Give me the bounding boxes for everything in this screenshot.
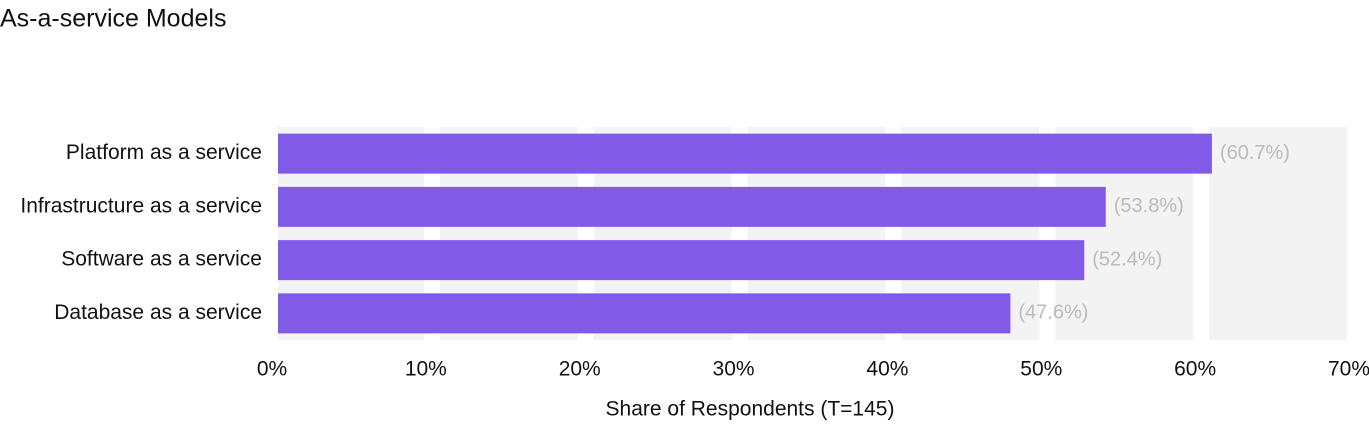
x-tick-label: 20%	[559, 358, 601, 381]
category-label: Platform as a service	[66, 141, 262, 164]
value-label: (52.4%)	[1092, 248, 1162, 270]
chart-title: As-a-service Models	[0, 5, 226, 33]
bar	[278, 293, 1011, 334]
x-tick-label: 60%	[1174, 358, 1216, 381]
value-label: (53.8%)	[1114, 195, 1184, 217]
x-tick-label: 40%	[866, 358, 908, 381]
bar	[278, 186, 1106, 227]
bar	[278, 133, 1212, 174]
category-label: Infrastructure as a service	[20, 194, 262, 217]
value-label: (60.7%)	[1220, 142, 1290, 164]
grid-band	[1209, 127, 1347, 340]
category-label: Database as a service	[54, 301, 262, 324]
value-label: (47.6%)	[1018, 302, 1088, 324]
bar	[278, 240, 1085, 281]
x-axis-title: Share of Respondents (T=145)	[606, 398, 895, 421]
category-label: Software as a service	[61, 248, 262, 271]
x-tick-label: 0%	[257, 358, 287, 381]
x-tick-label: 30%	[713, 358, 755, 381]
x-tick-label: 70%	[1328, 358, 1369, 381]
x-tick-label: 10%	[405, 358, 447, 381]
x-tick-label: 50%	[1020, 358, 1062, 381]
